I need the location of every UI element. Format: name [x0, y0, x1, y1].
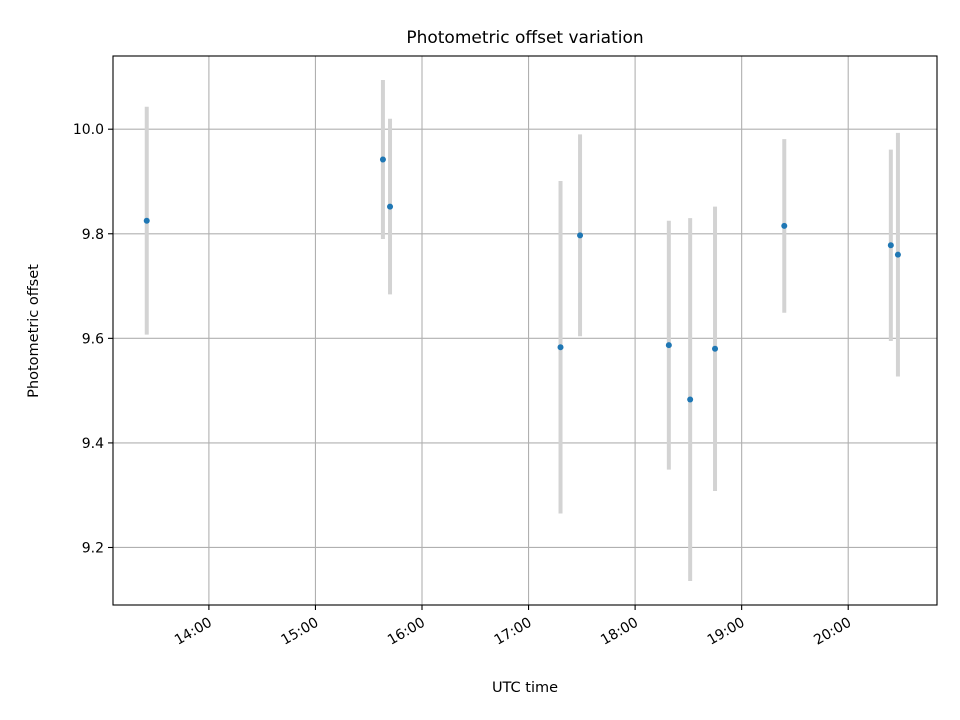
y-tick-label: 9.8: [82, 227, 104, 243]
data-point: [665, 342, 672, 349]
plot-frame: [112, 55, 938, 606]
y-tick-label: 9.2: [82, 540, 104, 556]
chart-title: Photometric offset variation: [406, 28, 643, 48]
data-point: [387, 203, 394, 210]
data-point: [894, 251, 901, 258]
data-point: [577, 232, 584, 239]
y-tick-label: 9.6: [82, 331, 104, 347]
data-point: [557, 344, 564, 351]
data-points: [143, 80, 901, 581]
y-axis-label: Photometric offset: [26, 264, 42, 398]
y-tick-label: 9.4: [82, 436, 104, 452]
x-axis-label: UTC time: [492, 680, 558, 696]
data-point: [143, 217, 150, 224]
data-point: [687, 396, 694, 403]
data-point: [887, 242, 894, 249]
grid-lines: [113, 56, 937, 605]
data-point: [379, 156, 386, 163]
data-point: [781, 222, 788, 229]
data-point: [712, 345, 719, 352]
y-tick-label: 10.0: [73, 122, 104, 138]
